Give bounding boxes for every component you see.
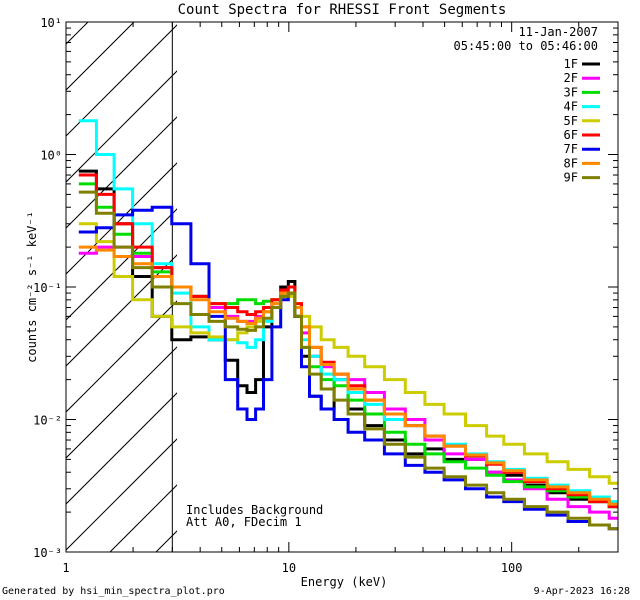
x-tick-label: 1 xyxy=(62,561,69,575)
y-tick-label: 10⁰ xyxy=(40,149,62,163)
x-tick-label: 10 xyxy=(282,561,296,575)
plot-frame xyxy=(65,21,619,553)
y-axis-ticks: 10⁻³ 10⁻² 10⁻¹ 10⁰ 10¹ xyxy=(33,16,618,560)
series-line-3f xyxy=(78,182,618,509)
chart-title: Count Spectra for RHESSI Front Segments xyxy=(178,2,507,18)
series-line-9f xyxy=(78,190,618,531)
hatch-line xyxy=(432,0,640,552)
hatch-line xyxy=(66,438,177,551)
observation-date: 11-Jan-2007 xyxy=(519,25,598,39)
y-axis-label: counts cm⁻² s⁻¹ keV⁻¹ xyxy=(25,211,39,363)
hatch-line xyxy=(340,0,640,552)
annotation-attenuator: Att A0, FDecim 1 xyxy=(186,515,302,529)
excluded-energy-hatch xyxy=(0,0,640,552)
legend-label: 8F xyxy=(564,156,578,170)
legend-label: 2F xyxy=(564,71,578,85)
hatch-line xyxy=(66,24,177,137)
y-tick-label: 10⁻³ xyxy=(33,546,62,560)
legend-label: 5F xyxy=(564,114,578,128)
legend-label: 3F xyxy=(564,85,578,99)
hatch-line xyxy=(66,346,177,459)
legend-label: 7F xyxy=(564,142,578,156)
x-tick-label: 100 xyxy=(501,561,523,575)
series-line-5f xyxy=(78,222,618,485)
hatch-line xyxy=(0,0,26,552)
observation-time-range: 05:45:00 to 05:46:00 xyxy=(454,39,599,53)
hatch-line xyxy=(66,392,177,505)
x-axis-ticks: 1 10 100 xyxy=(62,22,619,575)
series-line-4f xyxy=(78,119,618,504)
y-tick-label: 10¹ xyxy=(40,16,62,30)
legend-label: 9F xyxy=(564,171,578,185)
annotation-background: Includes Background xyxy=(186,503,323,517)
y-tick-label: 10⁻¹ xyxy=(33,281,62,295)
footer-timestamp: 9-Apr-2023 16:28 xyxy=(534,586,630,597)
legend-label: 6F xyxy=(564,128,578,142)
hatch-line xyxy=(66,162,177,275)
series-line-1f xyxy=(78,169,618,509)
series-line-8f xyxy=(78,245,618,506)
legend-label: 1F xyxy=(564,57,578,71)
y-tick-label: 10⁻² xyxy=(33,414,62,428)
x-axis-label: Energy (keV) xyxy=(301,575,388,589)
footer-generator: Generated by hsi_min_spectra_plot.pro xyxy=(2,586,225,597)
legend-label: 4F xyxy=(564,100,578,114)
hatch-line xyxy=(109,484,177,552)
hatch-line xyxy=(66,208,177,321)
hatch-line xyxy=(66,22,135,91)
hatch-line xyxy=(66,70,177,183)
series-lines xyxy=(78,119,618,531)
